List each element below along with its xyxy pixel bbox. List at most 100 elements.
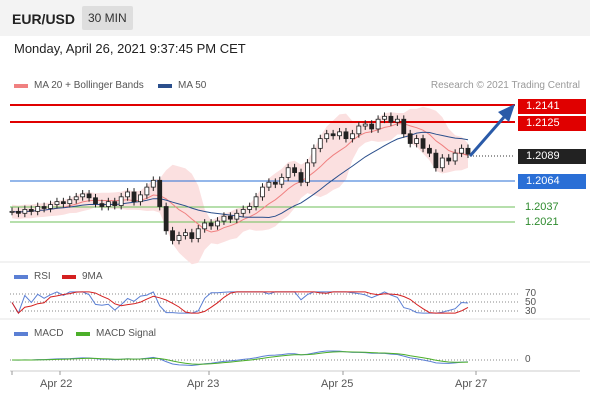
candlesticks xyxy=(9,112,471,245)
legend-9ma: 9MA xyxy=(62,271,103,282)
candle-down xyxy=(112,201,118,206)
candle-up xyxy=(394,118,400,123)
candle-up xyxy=(234,212,240,220)
candle-down xyxy=(227,215,233,220)
candle-up xyxy=(202,222,208,230)
candle-up xyxy=(48,204,53,209)
ma20-line xyxy=(11,123,469,233)
candle-up xyxy=(73,196,79,201)
candle-up xyxy=(324,133,330,140)
x-axis-ticks xyxy=(11,371,477,375)
candle-down xyxy=(157,179,163,207)
candle-down xyxy=(298,172,304,183)
macd-signal-swatch xyxy=(76,331,90,336)
price-label-1.2021: 1.2021 xyxy=(525,216,559,228)
candle-up xyxy=(35,206,41,212)
candle-up xyxy=(80,193,86,198)
candle-down xyxy=(41,206,47,209)
candle-up xyxy=(150,179,156,188)
candle-up xyxy=(67,199,73,205)
candle-up xyxy=(285,167,291,178)
candle-up xyxy=(349,133,355,140)
candle-up xyxy=(144,186,150,196)
macd-swatch xyxy=(14,331,28,336)
ma20-label: MA 20 + Bollinger Bands xyxy=(34,80,144,91)
candle-down xyxy=(99,203,105,207)
ma50-label: MA 50 xyxy=(178,80,207,91)
candle-up xyxy=(414,138,420,144)
price-tag-1.2125: 1.2125 xyxy=(518,116,586,131)
candle-down xyxy=(427,147,432,154)
x-label-apr22: Apr 22 xyxy=(40,378,73,390)
candle-up xyxy=(221,215,227,222)
macd-signal-label: MACD Signal xyxy=(96,328,157,339)
candle-up xyxy=(337,131,342,137)
candle-down xyxy=(343,131,349,140)
candle-up xyxy=(356,125,362,135)
candle-down xyxy=(388,115,394,123)
candle-down xyxy=(93,197,98,205)
candle-up xyxy=(105,201,111,207)
candle-down xyxy=(208,222,214,227)
candle-down xyxy=(292,167,297,173)
forecast-arrow xyxy=(468,115,507,157)
rsi-swatch xyxy=(14,274,28,279)
interval-button[interactable]: 30 MIN xyxy=(82,6,133,30)
candle-down xyxy=(131,191,137,203)
candle-down xyxy=(189,232,195,239)
candle-up xyxy=(459,147,464,154)
candle-down xyxy=(401,118,407,135)
x-label-apr23: Apr 23 xyxy=(187,378,220,390)
x-label-apr27: Apr 27 xyxy=(455,378,488,390)
arrow-head-icon xyxy=(498,104,515,122)
legend-ma20: MA 20 + Bollinger Bands xyxy=(14,80,144,91)
candle-up xyxy=(253,196,259,207)
candle-down xyxy=(16,210,21,214)
rsi-ma-line xyxy=(11,291,469,314)
candle-down xyxy=(446,157,452,162)
candle-down xyxy=(170,230,175,241)
candle-up xyxy=(317,138,323,149)
price-tag-1.2064: 1.2064 xyxy=(518,174,586,189)
ma9-label: 9MA xyxy=(82,271,103,282)
price-label-1.2037: 1.2037 xyxy=(525,201,559,213)
macd-signal-line xyxy=(12,351,469,365)
rsi-label: RSI xyxy=(34,271,51,282)
price-tag-1.2141: 1.2141 xyxy=(518,99,586,114)
candle-up xyxy=(362,123,368,127)
legend-macd: MACD xyxy=(14,328,63,339)
candle-down xyxy=(60,201,66,205)
candle-up xyxy=(439,157,445,169)
x-label-apr25: Apr 25 xyxy=(321,378,354,390)
candle-down xyxy=(420,138,426,149)
rsi-70-label: 70 xyxy=(525,288,537,299)
candle-up xyxy=(9,210,15,213)
candle-up xyxy=(240,209,246,214)
ma50-line xyxy=(11,131,469,219)
candle-down xyxy=(433,152,439,169)
ma50-swatch xyxy=(158,83,172,88)
candle-up xyxy=(22,209,28,214)
candle-down xyxy=(28,209,34,212)
candle-up xyxy=(266,181,272,188)
legend-macd-signal: MACD Signal xyxy=(76,328,156,339)
ma20-swatch xyxy=(14,83,28,88)
macd-label: MACD xyxy=(34,328,64,339)
candle-up xyxy=(311,147,317,164)
candle-down xyxy=(272,181,278,185)
candle-up xyxy=(247,206,253,210)
candle-up xyxy=(260,186,265,198)
rsi-30-label: 30 xyxy=(525,306,537,317)
candle-up xyxy=(382,115,387,120)
candle-up xyxy=(195,228,201,239)
price-tag-1.2089: 1.2089 xyxy=(518,149,586,164)
copyright-text: Research © 2021 Trading Central xyxy=(430,80,580,91)
candle-up xyxy=(183,232,188,237)
candle-up xyxy=(118,196,124,206)
candle-down xyxy=(369,123,375,130)
candle-up xyxy=(176,235,182,241)
rsi-50-label: 50 xyxy=(525,297,537,308)
candle-down xyxy=(163,206,169,232)
legend-rsi: RSI xyxy=(14,271,51,282)
legend-ma50: MA 50 xyxy=(158,80,206,91)
